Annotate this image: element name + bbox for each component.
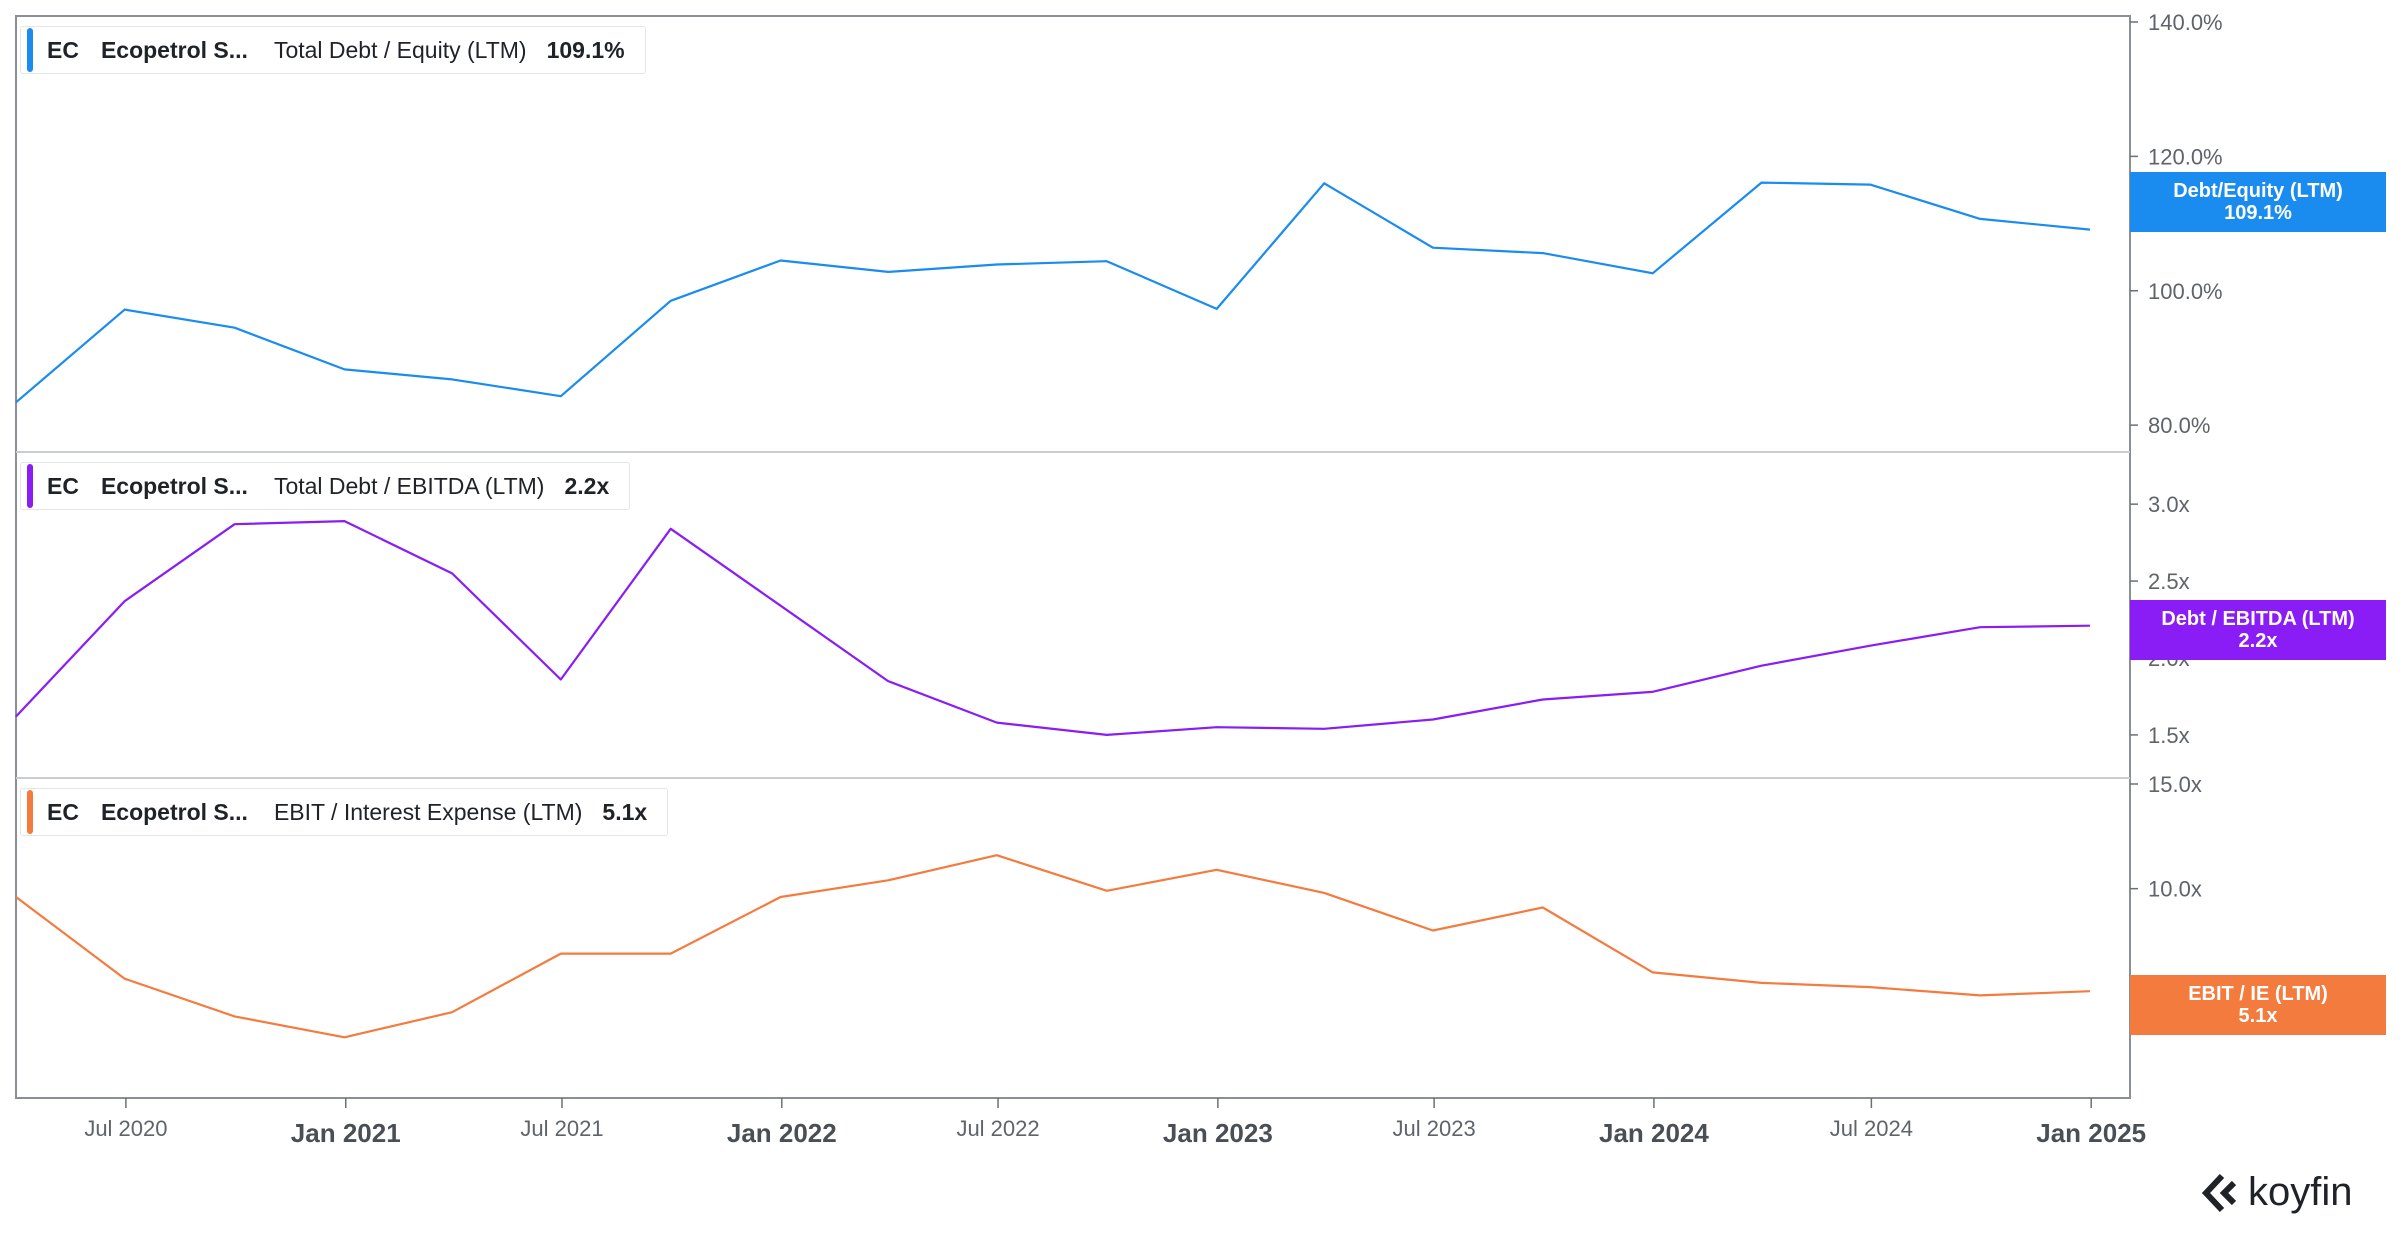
legend-debt-equity[interactable]: EC Ecopetrol S... Total Debt / Equity (L… — [20, 26, 646, 74]
badge-debt-equity: Debt/Equity (LTM) 109.1% — [2130, 172, 2386, 232]
legend-color-bar — [27, 790, 33, 834]
legend-value: 109.1% — [546, 36, 625, 63]
legend-metric: EBIT / Interest Expense (LTM) — [273, 798, 583, 825]
brand-name: koyfin — [2248, 1170, 2353, 1214]
legend-value: 2.2x — [564, 472, 610, 499]
legend-ebit-interest[interactable]: EC Ecopetrol S... EBIT / Interest Expens… — [20, 788, 669, 836]
x-tick-label: Jul 2023 — [1393, 1116, 1476, 1141]
x-tick-label: Jul 2022 — [956, 1116, 1039, 1141]
badge-debt-ebitda: Debt / EBITDA (LTM) 2.2x — [2130, 600, 2386, 660]
legend-company: Ecopetrol S... — [100, 798, 248, 825]
legend-ticker: EC — [47, 798, 79, 825]
koyfin-mark-icon — [2201, 1173, 2237, 1212]
series-line — [15, 854, 2091, 1039]
series-line — [15, 181, 2091, 404]
x-tick-label: Jan 2022 — [727, 1118, 837, 1148]
legend-color-bar — [27, 28, 33, 72]
legend-color-bar — [27, 464, 33, 508]
badge-label: EBIT / IE (LTM) — [2188, 983, 2328, 1005]
koyfin-logo: koyfin — [2200, 1170, 2353, 1215]
legend-ticker: EC — [47, 472, 79, 499]
chart-frame — [15, 15, 2131, 1099]
y-tick-label: 15.0x — [2148, 772, 2202, 797]
x-tick-label: Jan 2025 — [2036, 1118, 2146, 1148]
x-tick-label: Jul 2020 — [84, 1116, 167, 1141]
badge-label: Debt/Equity (LTM) — [2173, 180, 2343, 202]
legend-metric: Total Debt / EBITDA (LTM) — [273, 472, 545, 499]
legend-company: Ecopetrol S... — [100, 36, 248, 63]
badge-value: 109.1% — [2224, 202, 2292, 224]
y-tick-label: 3.0x — [2148, 492, 2190, 517]
x-tick-label: Jan 2021 — [291, 1118, 401, 1148]
legend-ticker: EC — [47, 36, 79, 63]
y-tick-label: 140.0% — [2148, 10, 2223, 35]
y-tick-label: 80.0% — [2148, 413, 2210, 438]
badge-label: Debt / EBITDA (LTM) — [2161, 608, 2355, 630]
legend-metric: Total Debt / Equity (LTM) — [273, 36, 527, 63]
legend-debt-ebitda[interactable]: EC Ecopetrol S... Total Debt / EBITDA (L… — [20, 462, 631, 510]
y-tick-label: 10.0x — [2148, 877, 2202, 902]
y-tick-label: 100.0% — [2148, 279, 2223, 304]
badge-value: 5.1x — [2238, 1005, 2278, 1027]
y-tick-label: 2.5x — [2148, 569, 2190, 594]
badge-ebit-interest: EBIT / IE (LTM) 5.1x — [2130, 975, 2386, 1035]
legend-value: 5.1x — [602, 798, 648, 825]
x-tick-label: Jan 2024 — [1599, 1118, 1709, 1148]
x-tick-label: Jul 2024 — [1830, 1116, 1913, 1141]
x-tick-label: Jul 2021 — [520, 1116, 603, 1141]
badge-value: 2.2x — [2238, 630, 2278, 652]
legend-company: Ecopetrol S... — [100, 472, 248, 499]
y-tick-label: 1.5x — [2148, 723, 2190, 748]
x-tick-label: Jan 2023 — [1163, 1118, 1273, 1148]
series-line — [15, 520, 2091, 736]
y-tick-label: 120.0% — [2148, 144, 2223, 169]
